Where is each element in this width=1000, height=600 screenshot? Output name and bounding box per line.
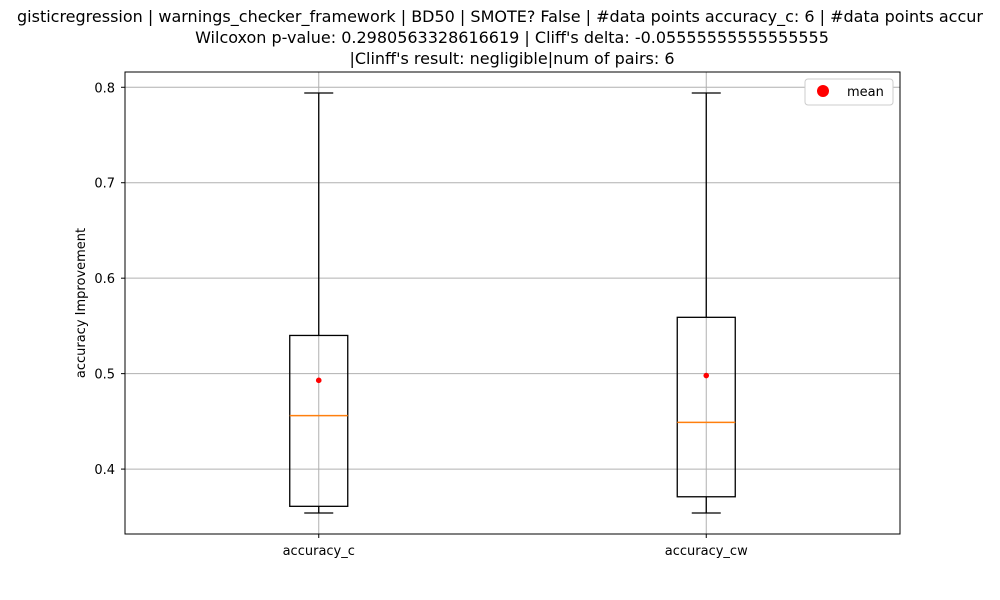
title-line-2: Wilcoxon p-value: 0.2980563328616619 | C… bbox=[195, 28, 829, 47]
title-line-3: |Clinff's result: negligible|num of pair… bbox=[349, 49, 674, 68]
legend-mean-marker bbox=[817, 85, 829, 97]
grid-lines bbox=[125, 72, 900, 534]
iqr-box bbox=[676, 316, 736, 498]
legend: mean bbox=[804, 78, 894, 106]
mean-marker bbox=[703, 372, 710, 379]
y-tick-label: 0.4 bbox=[94, 463, 115, 478]
title-line-1: gisticregression | warnings_checker_fram… bbox=[17, 7, 983, 27]
iqr-box bbox=[289, 334, 349, 507]
mean-marker bbox=[315, 377, 322, 384]
legend-box bbox=[804, 78, 894, 106]
box-accuracy_c bbox=[289, 92, 349, 514]
y-tick-label: 0.8 bbox=[94, 81, 115, 96]
x-tick-label: accuracy_cw bbox=[665, 544, 748, 559]
box-accuracy_cw bbox=[676, 92, 736, 514]
boxes bbox=[289, 92, 736, 514]
chart-title: gisticregression | warnings_checker_fram… bbox=[17, 7, 983, 68]
legend-label-mean: mean bbox=[847, 85, 884, 100]
y-tick-label: 0.6 bbox=[94, 272, 115, 287]
plot-area-frame bbox=[124, 71, 901, 535]
y-axis-label: accuracy Improvement bbox=[74, 228, 89, 378]
y-tick-label: 0.7 bbox=[94, 177, 115, 192]
x-axis-ticks: accuracy_c accuracy_cw bbox=[283, 534, 748, 559]
y-axis-ticks: 0.4 0.5 0.6 0.7 0.8 bbox=[94, 81, 125, 478]
x-tick-label: accuracy_c bbox=[283, 544, 355, 559]
y-tick-label: 0.5 bbox=[94, 368, 115, 383]
